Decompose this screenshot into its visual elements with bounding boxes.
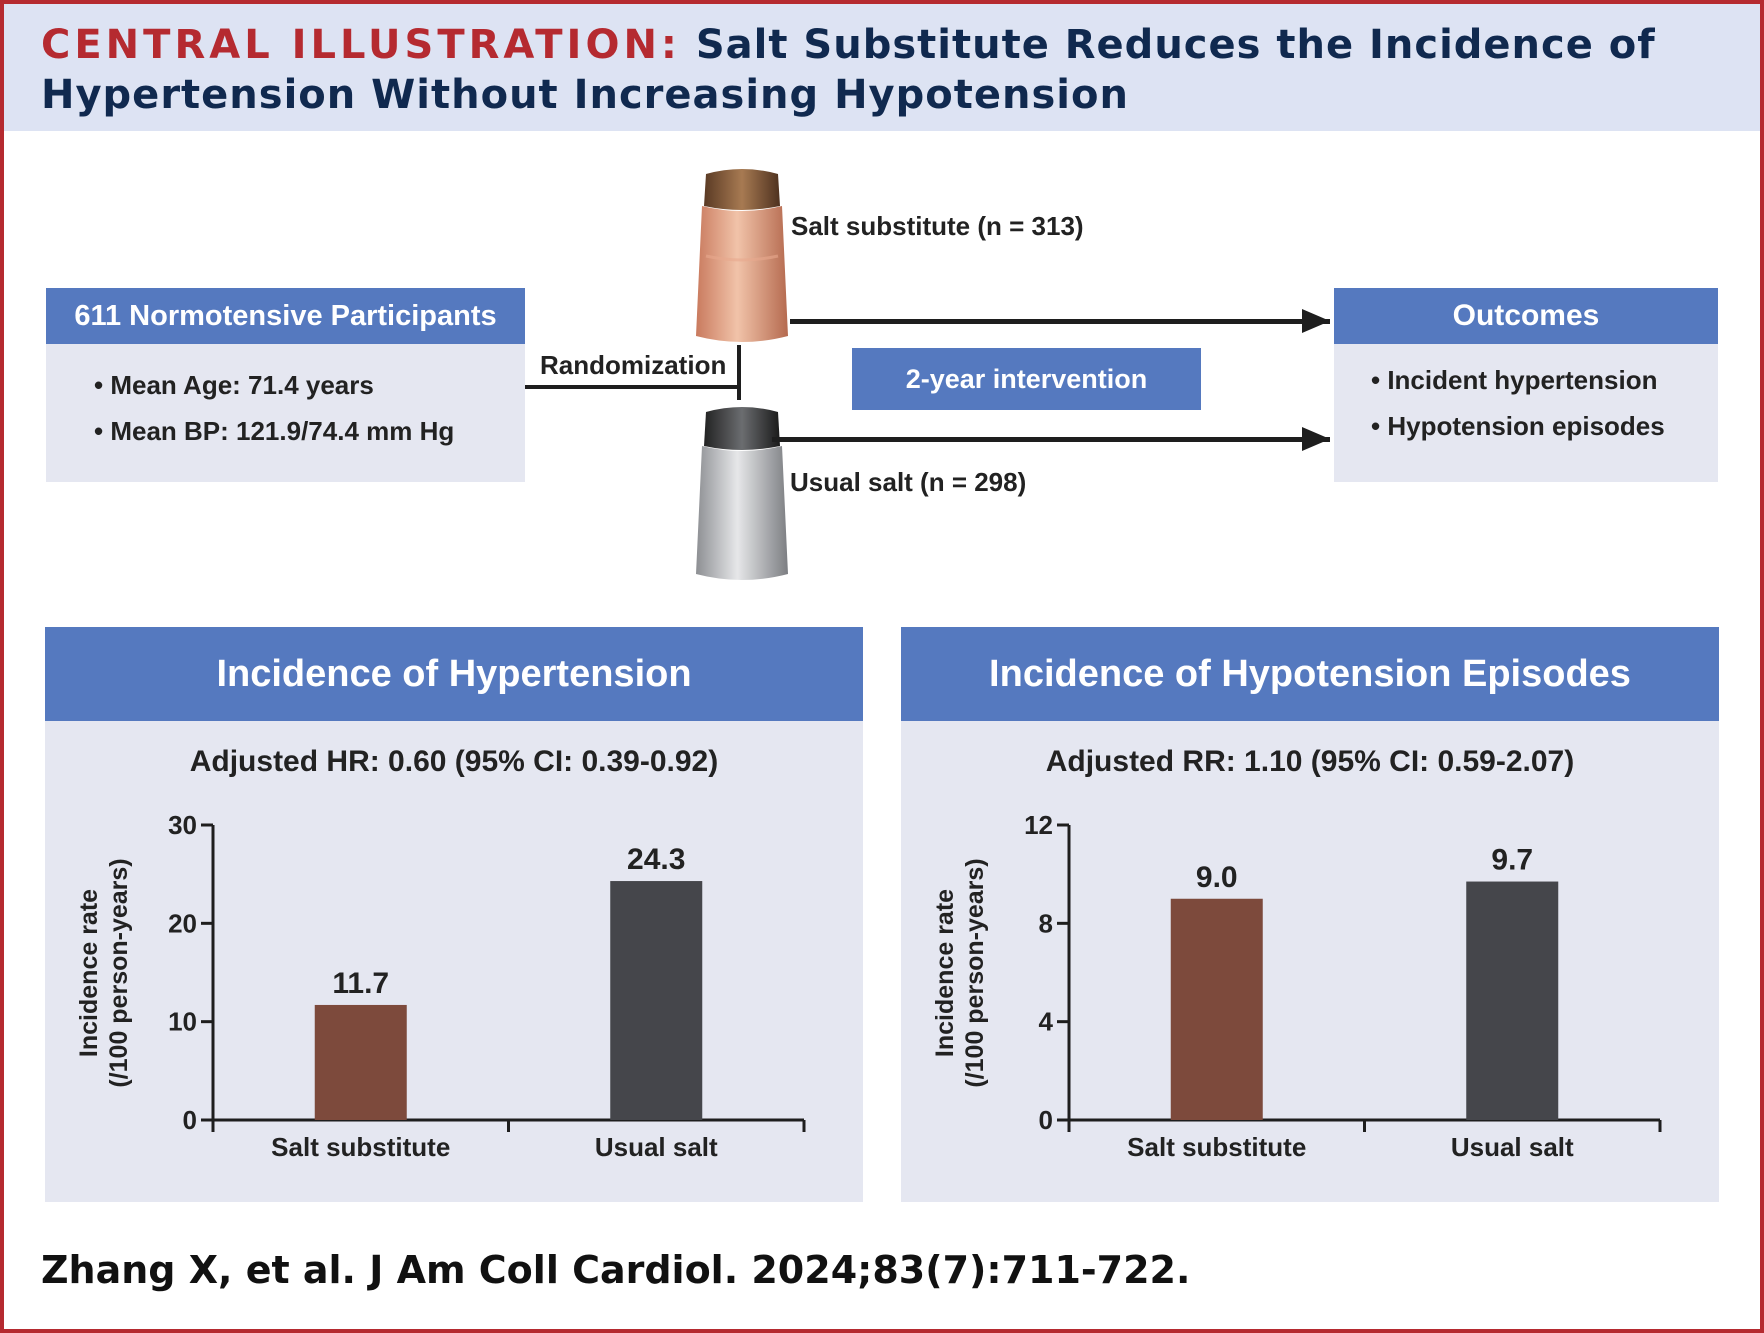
hypertension-adjusted-hr: Adjusted HR: 0.60 (95% CI: 0.39-0.92) bbox=[189, 745, 719, 778]
usual-salt-arm-label: Usual salt (n = 298) bbox=[790, 467, 1027, 497]
hypertension-panel-title: Incidence of Hypertension bbox=[45, 627, 863, 721]
usual-salt-arrow-line bbox=[772, 437, 1330, 442]
hypotension-chart: 0 4 8 12 9.0 Salt substitute 9.7 Usual salt Inci… bbox=[931, 810, 1662, 1162]
outcomes-bullet-hypertension: • Incident hypertension bbox=[1371, 365, 1658, 395]
x-category-label: Usual salt bbox=[1451, 1132, 1574, 1162]
hypertension-panel-body bbox=[45, 721, 863, 1202]
x-category-label: Salt substitute bbox=[271, 1132, 450, 1162]
hypertension-chart: 0 10 20 30 11.7 Salt substitute 24.3 Usual salt… bbox=[75, 810, 806, 1162]
randomization-label: Randomization bbox=[540, 350, 727, 380]
y-tick-label: 0 bbox=[1039, 1105, 1053, 1135]
y-axis-title-line-1: Incidence rate bbox=[931, 889, 959, 1057]
y-tick-label: 4 bbox=[1039, 1007, 1054, 1037]
y-axis-title-line-1: Incidence rate bbox=[75, 889, 103, 1057]
participants-bullet-age: • Mean Age: 71.4 years bbox=[94, 370, 374, 400]
bar-value-label: 11.7 bbox=[332, 967, 389, 1000]
hypotension-panel-title: Incidence of Hypotension Episodes bbox=[901, 627, 1719, 721]
x-category-label: Salt substitute bbox=[1127, 1132, 1306, 1162]
title-line-2: Hypertension Without Increasing Hypotens… bbox=[41, 72, 1129, 118]
outcomes-box-body bbox=[1334, 344, 1718, 482]
randomization-line-horizontal bbox=[525, 385, 741, 389]
bar-value-label: 9.0 bbox=[1196, 861, 1238, 894]
salt-substitute-arrow-line bbox=[790, 319, 1330, 324]
bar-salt-substitute bbox=[1170, 898, 1263, 1120]
participants-box-title: 611 Normotensive Participants bbox=[46, 288, 525, 344]
salt-substitute-arm-label: Salt substitute (n = 313) bbox=[791, 211, 1084, 241]
x-category-label: Usual salt bbox=[595, 1132, 718, 1162]
citation: Zhang X, et al. J Am Coll Cardiol. 2024;… bbox=[41, 1248, 1191, 1292]
bar-value-label: 24.3 bbox=[627, 843, 685, 876]
y-tick-label: 10 bbox=[168, 1007, 197, 1037]
y-tick-label: 20 bbox=[168, 908, 197, 938]
y-axis-title-line-2: (/100 person-years) bbox=[961, 858, 989, 1087]
bar-value-label: 9.7 bbox=[1491, 844, 1533, 877]
randomization-line-vertical bbox=[737, 345, 741, 400]
participants-bullet-bp: • Mean BP: 121.9/74.4 mm Hg bbox=[94, 416, 455, 446]
bar-salt-substitute bbox=[314, 1004, 407, 1120]
y-axis-title-line-2: (/100 person-years) bbox=[105, 858, 133, 1087]
outcomes-box-title: Outcomes bbox=[1334, 288, 1718, 344]
hypotension-adjusted-rr: Adjusted RR: 1.10 (95% CI: 0.59-2.07) bbox=[1045, 745, 1575, 778]
hypotension-panel-body bbox=[901, 721, 1719, 1202]
title-text-1: Salt Substitute Reduces the Incidence of bbox=[695, 22, 1656, 68]
title-line-1: CENTRAL ILLUSTRATION: Salt Substitute Re… bbox=[41, 22, 1656, 68]
y-axis-title: Incidence rate (/100 person-years) bbox=[931, 858, 989, 1087]
usual-salt-shaker-icon bbox=[696, 407, 788, 580]
participants-box-body bbox=[46, 344, 525, 482]
intervention-label-box: 2-year intervention bbox=[852, 348, 1201, 410]
salt-substitute-shaker-icon bbox=[696, 169, 788, 342]
y-tick-label: 0 bbox=[183, 1105, 197, 1135]
salt-substitute-arrow-head bbox=[1302, 309, 1330, 333]
y-tick-label: 12 bbox=[1024, 810, 1053, 840]
usual-salt-arrow-head bbox=[1302, 427, 1330, 451]
y-axis-title: Incidence rate (/100 person-years) bbox=[75, 858, 133, 1087]
central-illustration-kicker: CENTRAL ILLUSTRATION: bbox=[41, 22, 681, 68]
bar-usual-salt bbox=[610, 881, 703, 1120]
outcomes-bullet-hypotension: • Hypotension episodes bbox=[1371, 411, 1665, 441]
bar-usual-salt bbox=[1466, 881, 1559, 1120]
y-tick-label: 30 bbox=[168, 810, 197, 840]
header-banner bbox=[4, 4, 1760, 131]
y-tick-label: 8 bbox=[1039, 908, 1053, 938]
